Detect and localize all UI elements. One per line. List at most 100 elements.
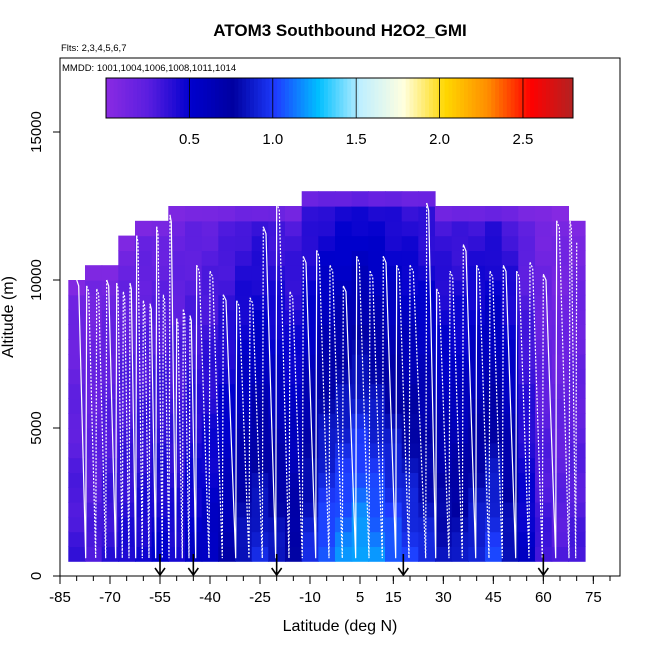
heatmap-cell [318,546,336,562]
heatmap-cell [468,502,486,518]
heatmap-cell [501,324,519,340]
heatmap-cell [468,398,486,414]
y-tick-label: 0 [28,572,45,580]
heatmap-cell [535,235,553,251]
heatmap-cell [135,413,153,429]
heatmap-cell [368,309,386,325]
heatmap-cell [501,368,519,385]
heatmap-cell [218,206,236,222]
heatmap-cell [385,442,403,459]
heatmap-cell [451,383,469,399]
heatmap-cell [201,354,219,370]
heatmap-cell [118,487,136,503]
heatmap-cell [335,309,353,325]
heatmap-cell [218,354,236,370]
heatmap-cell [385,250,403,266]
heatmap-cell [385,398,403,414]
heatmap-cell [518,531,536,547]
heatmap-cell [351,398,369,414]
heatmap-cell [385,516,403,533]
heatmap-cell [251,428,269,444]
heatmap-cell [85,398,103,414]
colorbar-segment [106,78,111,118]
heatmap-cell [501,354,519,370]
heatmap-cell [285,250,303,266]
heatmap-cell [168,413,186,429]
heatmap-cell [551,339,569,355]
heatmap-cell [385,354,403,370]
heatmap-cell [301,457,319,473]
heatmap-cell [85,428,103,444]
heatmap-cell [285,220,303,237]
colorbar-segment [522,78,527,118]
heatmap-cell [518,442,536,459]
arrow-head [397,567,409,577]
heatmap-cell [68,294,86,311]
heatmap-cell [318,457,336,473]
x-tick-label: 30 [435,589,452,606]
heatmap-cell [401,191,419,207]
heatmap-cell [318,280,336,296]
heatmap-cell [335,294,353,311]
heatmap-cell [285,235,303,251]
heatmap-cell [451,457,469,473]
colorbar-segment [374,78,379,118]
heatmap-cell [85,516,103,533]
heatmap-cell [301,339,319,355]
colorbar-segment [495,78,500,118]
heatmap-cell [168,265,186,281]
colorbar-segment [487,78,492,118]
colorbar-segment [370,78,376,118]
heatmap-cell [218,294,236,311]
colorbar-segment [300,78,305,118]
heatmap-cell [318,368,336,385]
heatmap-cell [518,457,536,473]
heatmap-cell [235,294,253,311]
heatmap-cell [235,368,253,385]
heatmap-cell [151,235,169,251]
heatmap-cell [435,472,453,488]
heatmap-cell [435,398,453,414]
heatmap-cell [85,339,103,355]
heatmap-cell [401,354,419,370]
x-axis: -85 -70 -55 -40 -25 -10 5 15 30 45 60 75 [49,576,611,606]
flight-profile-segment [169,214,178,559]
heatmap-cell [68,442,86,459]
colorbar-segment [502,78,508,118]
heatmap-cell [301,354,319,370]
flight-profile-segment [262,202,278,559]
heatmap-cell [385,531,403,547]
heatmap-cell [535,472,553,488]
heatmap-cell [201,487,219,503]
heatmap-cell [535,368,553,385]
heatmap-cell [535,250,553,266]
heatmap-cell [135,265,153,281]
heatmap-cell [535,294,553,311]
colorbar-segment [499,78,504,118]
heatmap-cell [285,531,303,547]
heatmap-cell [385,235,403,251]
heatmap-cell [418,531,436,547]
heatmap-cell [85,280,103,296]
heatmap-cell [85,472,103,488]
colorbar-segment [176,78,181,118]
heatmap-cell [185,383,203,399]
heatmap-cell [501,457,519,473]
colorbar-segment [121,78,126,118]
colorbar-tick-label: 2.5 [513,131,534,148]
heatmap-cell [201,220,219,237]
colorbar-segment [382,78,387,118]
colorbar-segment [285,78,290,118]
heatmap-cell [468,442,486,459]
heatmap-cell [118,546,136,562]
colorbar-segment [214,78,220,118]
heatmap-cell [485,235,503,251]
heatmap-cell [335,265,353,281]
heatmap-cell [401,413,419,429]
flight-profile-segment [189,265,198,559]
heatmap-cell [201,428,219,444]
heatmap-cell [235,428,253,444]
heatmap-cell [551,206,569,222]
heatmap-cell [368,487,386,503]
